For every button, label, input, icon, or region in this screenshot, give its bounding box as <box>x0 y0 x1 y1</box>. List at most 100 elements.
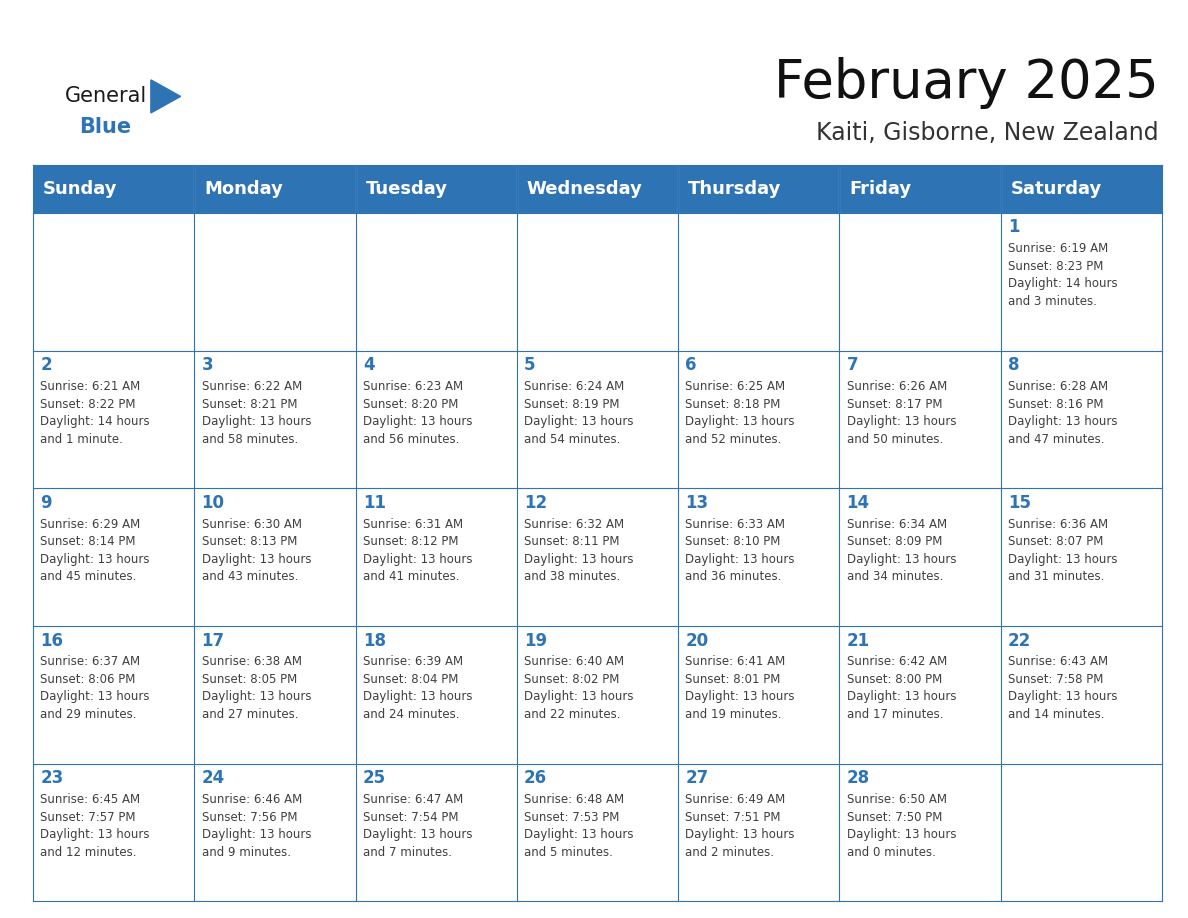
Bar <box>678 351 840 488</box>
Text: Sunrise: 6:32 AM
Sunset: 8:11 PM
Daylight: 13 hours
and 38 minutes.: Sunrise: 6:32 AM Sunset: 8:11 PM Dayligh… <box>524 518 633 583</box>
Text: Sunrise: 6:21 AM
Sunset: 8:22 PM
Daylight: 14 hours
and 1 minute.: Sunrise: 6:21 AM Sunset: 8:22 PM Dayligh… <box>40 380 150 445</box>
Bar <box>678 626 840 764</box>
Text: Sunrise: 6:48 AM
Sunset: 7:53 PM
Daylight: 13 hours
and 5 minutes.: Sunrise: 6:48 AM Sunset: 7:53 PM Dayligh… <box>524 793 633 858</box>
Bar <box>1000 626 1162 764</box>
Text: 18: 18 <box>362 632 386 650</box>
Bar <box>355 488 517 626</box>
Text: Sunrise: 6:19 AM
Sunset: 8:23 PM
Daylight: 14 hours
and 3 minutes.: Sunrise: 6:19 AM Sunset: 8:23 PM Dayligh… <box>1007 242 1118 308</box>
Text: Sunrise: 6:38 AM
Sunset: 8:05 PM
Daylight: 13 hours
and 27 minutes.: Sunrise: 6:38 AM Sunset: 8:05 PM Dayligh… <box>202 655 311 721</box>
Text: Tuesday: Tuesday <box>366 180 448 198</box>
Bar <box>355 626 517 764</box>
Bar <box>1000 488 1162 626</box>
Bar <box>195 213 355 351</box>
Text: 3: 3 <box>202 356 213 375</box>
Text: General: General <box>65 86 147 106</box>
Text: 15: 15 <box>1007 494 1031 512</box>
Text: Sunrise: 6:37 AM
Sunset: 8:06 PM
Daylight: 13 hours
and 29 minutes.: Sunrise: 6:37 AM Sunset: 8:06 PM Dayligh… <box>40 655 150 721</box>
Bar <box>1000 351 1162 488</box>
Bar <box>195 351 355 488</box>
Text: Sunrise: 6:50 AM
Sunset: 7:50 PM
Daylight: 13 hours
and 0 minutes.: Sunrise: 6:50 AM Sunset: 7:50 PM Dayligh… <box>847 793 956 858</box>
Bar <box>195 165 355 213</box>
Text: 14: 14 <box>847 494 870 512</box>
Bar <box>355 351 517 488</box>
Text: Sunrise: 6:45 AM
Sunset: 7:57 PM
Daylight: 13 hours
and 12 minutes.: Sunrise: 6:45 AM Sunset: 7:57 PM Dayligh… <box>40 793 150 858</box>
Bar <box>840 165 1000 213</box>
Text: Wednesday: Wednesday <box>526 180 643 198</box>
Bar <box>195 626 355 764</box>
Bar <box>517 351 678 488</box>
Text: Sunrise: 6:24 AM
Sunset: 8:19 PM
Daylight: 13 hours
and 54 minutes.: Sunrise: 6:24 AM Sunset: 8:19 PM Dayligh… <box>524 380 633 445</box>
Text: 23: 23 <box>40 769 64 788</box>
Text: Sunrise: 6:34 AM
Sunset: 8:09 PM
Daylight: 13 hours
and 34 minutes.: Sunrise: 6:34 AM Sunset: 8:09 PM Dayligh… <box>847 518 956 583</box>
Bar <box>33 165 195 213</box>
Text: 28: 28 <box>847 769 870 788</box>
Bar <box>195 764 355 901</box>
Text: Sunrise: 6:40 AM
Sunset: 8:02 PM
Daylight: 13 hours
and 22 minutes.: Sunrise: 6:40 AM Sunset: 8:02 PM Dayligh… <box>524 655 633 721</box>
Bar <box>33 764 195 901</box>
Bar <box>1000 764 1162 901</box>
Text: 8: 8 <box>1007 356 1019 375</box>
Text: Sunrise: 6:36 AM
Sunset: 8:07 PM
Daylight: 13 hours
and 31 minutes.: Sunrise: 6:36 AM Sunset: 8:07 PM Dayligh… <box>1007 518 1117 583</box>
Text: Sunrise: 6:26 AM
Sunset: 8:17 PM
Daylight: 13 hours
and 50 minutes.: Sunrise: 6:26 AM Sunset: 8:17 PM Dayligh… <box>847 380 956 445</box>
Bar <box>195 488 355 626</box>
Bar <box>840 626 1000 764</box>
Text: Sunrise: 6:29 AM
Sunset: 8:14 PM
Daylight: 13 hours
and 45 minutes.: Sunrise: 6:29 AM Sunset: 8:14 PM Dayligh… <box>40 518 150 583</box>
Text: February 2025: February 2025 <box>773 57 1158 108</box>
Text: 16: 16 <box>40 632 63 650</box>
Text: 21: 21 <box>847 632 870 650</box>
Bar <box>840 488 1000 626</box>
Bar <box>517 165 678 213</box>
Text: 24: 24 <box>202 769 225 788</box>
Bar <box>1000 165 1162 213</box>
Text: Sunrise: 6:39 AM
Sunset: 8:04 PM
Daylight: 13 hours
and 24 minutes.: Sunrise: 6:39 AM Sunset: 8:04 PM Dayligh… <box>362 655 473 721</box>
Bar <box>517 626 678 764</box>
Text: Blue: Blue <box>80 117 132 137</box>
Text: Sunrise: 6:23 AM
Sunset: 8:20 PM
Daylight: 13 hours
and 56 minutes.: Sunrise: 6:23 AM Sunset: 8:20 PM Dayligh… <box>362 380 473 445</box>
Bar <box>33 488 195 626</box>
Text: Sunrise: 6:33 AM
Sunset: 8:10 PM
Daylight: 13 hours
and 36 minutes.: Sunrise: 6:33 AM Sunset: 8:10 PM Dayligh… <box>685 518 795 583</box>
Text: 25: 25 <box>362 769 386 788</box>
Text: 17: 17 <box>202 632 225 650</box>
Bar <box>517 764 678 901</box>
Text: 2: 2 <box>40 356 52 375</box>
Text: Friday: Friday <box>849 180 911 198</box>
Text: 26: 26 <box>524 769 548 788</box>
Bar <box>840 351 1000 488</box>
Text: Sunrise: 6:25 AM
Sunset: 8:18 PM
Daylight: 13 hours
and 52 minutes.: Sunrise: 6:25 AM Sunset: 8:18 PM Dayligh… <box>685 380 795 445</box>
Text: Sunrise: 6:31 AM
Sunset: 8:12 PM
Daylight: 13 hours
and 41 minutes.: Sunrise: 6:31 AM Sunset: 8:12 PM Dayligh… <box>362 518 473 583</box>
Bar <box>33 351 195 488</box>
Text: Sunrise: 6:49 AM
Sunset: 7:51 PM
Daylight: 13 hours
and 2 minutes.: Sunrise: 6:49 AM Sunset: 7:51 PM Dayligh… <box>685 793 795 858</box>
Bar <box>33 213 195 351</box>
Text: Sunrise: 6:28 AM
Sunset: 8:16 PM
Daylight: 13 hours
and 47 minutes.: Sunrise: 6:28 AM Sunset: 8:16 PM Dayligh… <box>1007 380 1117 445</box>
Text: Sunrise: 6:22 AM
Sunset: 8:21 PM
Daylight: 13 hours
and 58 minutes.: Sunrise: 6:22 AM Sunset: 8:21 PM Dayligh… <box>202 380 311 445</box>
Text: Sunrise: 6:43 AM
Sunset: 7:58 PM
Daylight: 13 hours
and 14 minutes.: Sunrise: 6:43 AM Sunset: 7:58 PM Dayligh… <box>1007 655 1117 721</box>
Polygon shape <box>151 80 181 113</box>
Text: Sunrise: 6:41 AM
Sunset: 8:01 PM
Daylight: 13 hours
and 19 minutes.: Sunrise: 6:41 AM Sunset: 8:01 PM Dayligh… <box>685 655 795 721</box>
Text: 6: 6 <box>685 356 697 375</box>
Text: Sunday: Sunday <box>43 180 118 198</box>
Text: Saturday: Saturday <box>1010 180 1101 198</box>
Text: 12: 12 <box>524 494 548 512</box>
Bar <box>840 764 1000 901</box>
Text: 27: 27 <box>685 769 708 788</box>
Text: 20: 20 <box>685 632 708 650</box>
Text: Thursday: Thursday <box>688 180 782 198</box>
Bar <box>355 165 517 213</box>
Text: 5: 5 <box>524 356 536 375</box>
Text: 10: 10 <box>202 494 225 512</box>
Bar <box>517 213 678 351</box>
Text: 9: 9 <box>40 494 52 512</box>
Text: 4: 4 <box>362 356 374 375</box>
Text: Monday: Monday <box>204 180 283 198</box>
Bar <box>355 213 517 351</box>
Text: 13: 13 <box>685 494 708 512</box>
Text: Sunrise: 6:47 AM
Sunset: 7:54 PM
Daylight: 13 hours
and 7 minutes.: Sunrise: 6:47 AM Sunset: 7:54 PM Dayligh… <box>362 793 473 858</box>
Bar <box>678 213 840 351</box>
Bar <box>517 488 678 626</box>
Text: Sunrise: 6:30 AM
Sunset: 8:13 PM
Daylight: 13 hours
and 43 minutes.: Sunrise: 6:30 AM Sunset: 8:13 PM Dayligh… <box>202 518 311 583</box>
Text: 22: 22 <box>1007 632 1031 650</box>
Text: Kaiti, Gisborne, New Zealand: Kaiti, Gisborne, New Zealand <box>816 121 1158 145</box>
Text: Sunrise: 6:42 AM
Sunset: 8:00 PM
Daylight: 13 hours
and 17 minutes.: Sunrise: 6:42 AM Sunset: 8:00 PM Dayligh… <box>847 655 956 721</box>
Bar <box>678 488 840 626</box>
Text: 19: 19 <box>524 632 548 650</box>
